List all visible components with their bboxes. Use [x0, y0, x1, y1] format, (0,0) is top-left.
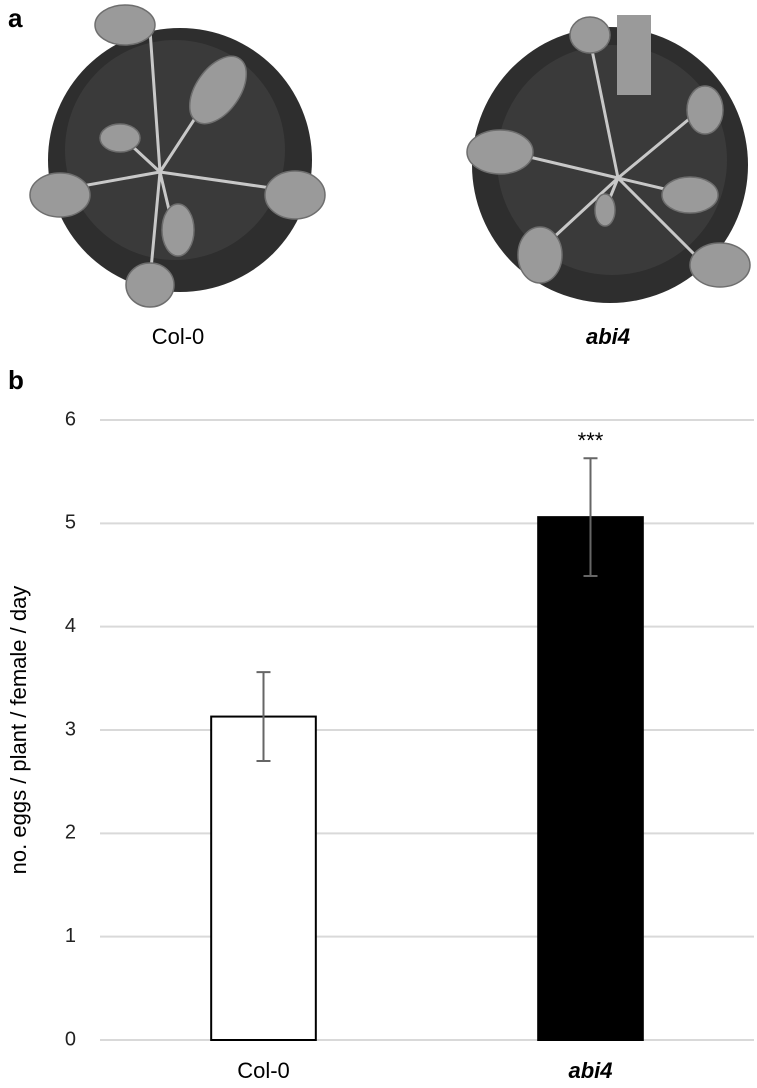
panel-label: a — [8, 3, 23, 33]
y-tick-label: 5 — [65, 512, 76, 534]
photo-caption: Col-0 — [152, 324, 205, 349]
photo-col0 — [29, 4, 326, 308]
error-bar — [583, 457, 598, 578]
error-bar — [256, 671, 271, 762]
photo-abi4 — [466, 15, 751, 303]
y-tick-label: 1 — [65, 925, 76, 947]
significance-label: *** — [578, 428, 604, 453]
x-tick-label: Col-0 — [237, 1058, 290, 1083]
y-tick-label: 4 — [65, 615, 76, 637]
y-tick-label: 3 — [65, 718, 76, 740]
y-tick-label: 2 — [65, 822, 76, 844]
bar — [210, 715, 317, 1041]
y-tick-label: 6 — [65, 408, 76, 430]
bar — [537, 516, 644, 1041]
y-tick-label: 0 — [65, 1028, 76, 1050]
panel-label: b — [8, 365, 24, 395]
x-tick-label: abi4 — [568, 1058, 612, 1083]
photo-caption: abi4 — [586, 324, 630, 349]
y-axis-title: no. eggs / plant / female / day — [6, 586, 31, 875]
